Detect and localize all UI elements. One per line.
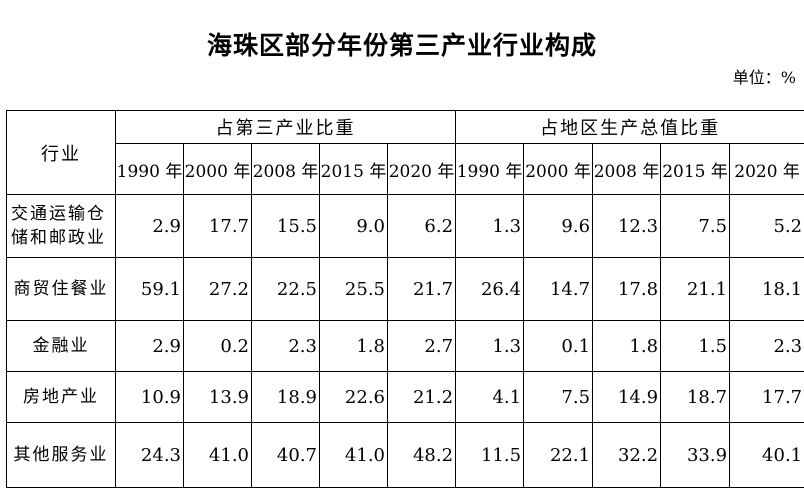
table-cell: 14.7 bbox=[524, 258, 593, 321]
year-header: 2015 年 bbox=[661, 144, 730, 195]
table-cell: 11.5 bbox=[456, 423, 524, 488]
group-header-tertiary-share: 占第三产业比重 bbox=[116, 111, 456, 144]
table-cell: 10.9 bbox=[116, 372, 184, 423]
industry-header: 行业 bbox=[7, 111, 116, 195]
table-cell: 2.7 bbox=[388, 321, 456, 372]
table-cell: 17.8 bbox=[593, 258, 661, 321]
table-cell: 25.5 bbox=[320, 258, 388, 321]
table-row: 其他服务业 24.3 41.0 40.7 41.0 48.2 11.5 22.1… bbox=[7, 423, 804, 488]
table-cell: 7.5 bbox=[661, 195, 730, 258]
table-cell: 2.3 bbox=[252, 321, 320, 372]
table-cell: 2.9 bbox=[116, 321, 184, 372]
row-label: 其他服务业 bbox=[7, 423, 116, 488]
table-row: 交通运输仓储和邮政业 2.9 17.7 15.5 9.0 6.2 1.3 9.6… bbox=[7, 195, 804, 258]
table-cell: 40.1 bbox=[730, 423, 804, 488]
year-header: 2020 年 bbox=[730, 144, 804, 195]
table-cell: 1.3 bbox=[456, 195, 524, 258]
year-header: 2008 年 bbox=[252, 144, 320, 195]
table-row: 金融业 2.9 0.2 2.3 1.8 2.7 1.3 0.1 1.8 1.5 … bbox=[7, 321, 804, 372]
table-cell: 59.1 bbox=[116, 258, 184, 321]
table-cell: 1.8 bbox=[593, 321, 661, 372]
table-row: 商贸住餐业 59.1 27.2 22.5 25.5 21.7 26.4 14.7… bbox=[7, 258, 804, 321]
table-cell: 48.2 bbox=[388, 423, 456, 488]
table-cell: 21.2 bbox=[388, 372, 456, 423]
year-header: 2020 年 bbox=[388, 144, 456, 195]
table-cell: 9.0 bbox=[320, 195, 388, 258]
table-cell: 27.2 bbox=[184, 258, 252, 321]
table-cell: 4.1 bbox=[456, 372, 524, 423]
table-cell: 0.1 bbox=[524, 321, 593, 372]
year-header: 2000 年 bbox=[184, 144, 252, 195]
row-label: 交通运输仓储和邮政业 bbox=[7, 195, 116, 258]
table-cell: 21.1 bbox=[661, 258, 730, 321]
table-cell: 18.1 bbox=[730, 258, 804, 321]
row-label: 金融业 bbox=[7, 321, 116, 372]
year-header: 2000 年 bbox=[524, 144, 593, 195]
row-label-text: 交通运输仓储和邮政业 bbox=[11, 202, 111, 250]
table-cell: 2.3 bbox=[730, 321, 804, 372]
year-header: 2008 年 bbox=[593, 144, 661, 195]
page-title: 海珠区部分年份第三产业行业构成 bbox=[0, 26, 804, 62]
table-cell: 7.5 bbox=[524, 372, 593, 423]
industry-table: 行业 占第三产业比重 占地区生产总值比重 1990 年 2000 年 2008 … bbox=[6, 110, 804, 488]
year-header: 2015 年 bbox=[320, 144, 388, 195]
table-cell: 41.0 bbox=[320, 423, 388, 488]
table-cell: 9.6 bbox=[524, 195, 593, 258]
table-cell: 1.3 bbox=[456, 321, 524, 372]
table-cell: 32.2 bbox=[593, 423, 661, 488]
table-cell: 26.4 bbox=[456, 258, 524, 321]
table-cell: 17.7 bbox=[184, 195, 252, 258]
table-cell: 5.2 bbox=[730, 195, 804, 258]
table-cell: 14.9 bbox=[593, 372, 661, 423]
row-label: 商贸住餐业 bbox=[7, 258, 116, 321]
table-cell: 24.3 bbox=[116, 423, 184, 488]
table-cell: 6.2 bbox=[388, 195, 456, 258]
year-header: 1990 年 bbox=[116, 144, 184, 195]
table-cell: 0.2 bbox=[184, 321, 252, 372]
table-cell: 15.5 bbox=[252, 195, 320, 258]
table-cell: 33.9 bbox=[661, 423, 730, 488]
table-cell: 18.9 bbox=[252, 372, 320, 423]
unit-label: 单位：% bbox=[733, 64, 796, 88]
table-cell: 22.1 bbox=[524, 423, 593, 488]
table-cell: 1.8 bbox=[320, 321, 388, 372]
table-cell: 12.3 bbox=[593, 195, 661, 258]
table-cell: 13.9 bbox=[184, 372, 252, 423]
table-cell: 2.9 bbox=[116, 195, 184, 258]
table-cell: 41.0 bbox=[184, 423, 252, 488]
year-header: 1990 年 bbox=[456, 144, 524, 195]
table-cell: 22.5 bbox=[252, 258, 320, 321]
table-cell: 17.7 bbox=[730, 372, 804, 423]
table-cell: 40.7 bbox=[252, 423, 320, 488]
table-row: 房地产业 10.9 13.9 18.9 22.6 21.2 4.1 7.5 14… bbox=[7, 372, 804, 423]
table-cell: 18.7 bbox=[661, 372, 730, 423]
table-cell: 1.5 bbox=[661, 321, 730, 372]
group-header-gdp-share: 占地区生产总值比重 bbox=[456, 111, 804, 144]
row-label: 房地产业 bbox=[7, 372, 116, 423]
table-cell: 21.7 bbox=[388, 258, 456, 321]
table-cell: 22.6 bbox=[320, 372, 388, 423]
